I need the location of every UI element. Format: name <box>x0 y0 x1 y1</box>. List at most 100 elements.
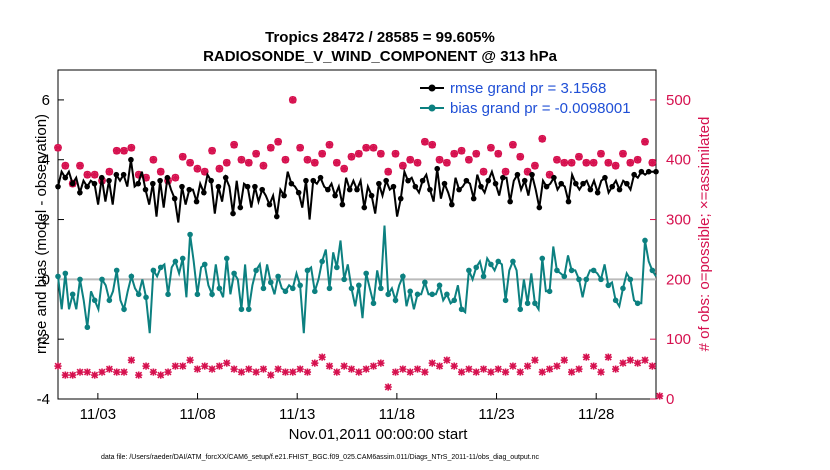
marker-stroke <box>516 368 524 376</box>
rmse-point <box>288 180 295 187</box>
obs-possible-star <box>259 162 268 170</box>
bias-point <box>444 291 450 298</box>
obs-possible-star <box>413 159 422 167</box>
bias-point <box>436 282 443 289</box>
obs-possible-star <box>604 159 612 167</box>
rmse-point <box>653 168 659 175</box>
obs-possible-star <box>347 153 356 161</box>
obs-assimilated-point <box>648 362 656 370</box>
marker-stroke <box>208 365 216 373</box>
marker-stroke <box>590 362 598 370</box>
rmse-point <box>397 195 404 202</box>
marker-stroke <box>450 150 458 158</box>
marker-stroke <box>370 362 377 370</box>
bias-point <box>99 276 105 283</box>
rmse-point <box>135 180 142 187</box>
obs-possible-star <box>311 159 319 167</box>
marker-stroke <box>597 150 605 158</box>
obs-assimilated-point <box>208 365 216 373</box>
bias-point <box>267 279 274 286</box>
obs-possible-star <box>509 141 517 149</box>
marker-stroke <box>105 365 113 373</box>
rmse-point <box>631 171 637 178</box>
legend-marker <box>428 84 436 92</box>
rmse-point <box>215 183 222 190</box>
bias-point <box>106 297 113 304</box>
marker-stroke <box>428 359 436 367</box>
bias-point <box>356 282 362 289</box>
rmse-point <box>616 186 623 193</box>
marker-stroke <box>421 368 429 376</box>
obs-possible-star <box>457 147 466 155</box>
rmse-point <box>128 156 134 163</box>
rmse-point <box>91 180 98 187</box>
marker-stroke <box>186 159 194 167</box>
rmse-point <box>332 192 338 199</box>
marker-stroke <box>568 159 576 167</box>
bias-point <box>480 273 487 280</box>
marker-stroke <box>384 383 392 391</box>
marker-stroke <box>604 159 612 167</box>
marker-stroke <box>201 168 209 176</box>
rmse-point <box>638 168 645 175</box>
obs-assimilated-point <box>333 368 341 376</box>
bias-point <box>187 231 193 238</box>
obs-possible-star <box>384 168 392 176</box>
obs-possible-star <box>91 171 99 179</box>
obs-assimilated-point <box>127 356 135 364</box>
marker-stroke <box>230 365 238 373</box>
obs-possible-star <box>406 156 414 164</box>
obs-assimilated-point <box>281 368 290 376</box>
marker-stroke <box>392 150 399 158</box>
marker-stroke <box>641 356 649 364</box>
rmse-point <box>645 168 652 175</box>
bias-point <box>150 267 157 274</box>
bias-point <box>260 285 267 292</box>
obs-assimilated-point <box>538 368 546 376</box>
rmse-point <box>273 213 280 220</box>
rmse-point <box>62 174 69 181</box>
obs-assimilated-point <box>245 365 253 373</box>
obs-possible-star <box>648 159 656 167</box>
marker-stroke <box>98 368 106 376</box>
obs-assimilated-point <box>120 368 128 376</box>
obs-assimilated-point <box>135 371 143 379</box>
rmse-point <box>281 192 287 199</box>
obs-possible-star <box>157 168 165 176</box>
marker-stroke <box>619 150 627 158</box>
obs-possible-star <box>626 159 634 167</box>
marker-stroke <box>267 144 275 152</box>
marker-stroke <box>553 362 561 370</box>
obs-possible-star <box>582 159 590 167</box>
obs-assimilated-point <box>311 359 319 367</box>
marker-stroke <box>149 368 157 376</box>
rmse-point <box>368 192 375 199</box>
obs-assimilated-point <box>61 371 69 379</box>
obs-assimilated-point <box>149 368 157 376</box>
marker-stroke <box>157 168 165 176</box>
rmse-point <box>514 171 521 178</box>
obs-assimilated-point <box>267 371 275 379</box>
bias-point <box>554 267 560 274</box>
marker-stroke <box>171 362 179 370</box>
bias-point <box>598 276 604 283</box>
y-tick-label-right: 500 <box>666 92 691 109</box>
x-tick-label: 11/08 <box>179 406 215 423</box>
rmse-point <box>507 198 513 205</box>
bias-point <box>157 264 164 271</box>
marker-stroke <box>516 153 524 161</box>
bias-point <box>172 258 179 265</box>
obs-assimilated-point <box>54 362 62 370</box>
obs-assimilated-point <box>523 362 532 370</box>
rmse-point <box>456 186 462 193</box>
rmse-point <box>587 186 594 193</box>
marker-stroke <box>626 356 634 364</box>
rmse-point <box>500 174 506 181</box>
marker-stroke <box>304 156 311 164</box>
bias-point <box>524 300 531 307</box>
marker-stroke <box>575 153 583 161</box>
rmse-point <box>244 183 251 190</box>
obs-possible-star <box>494 150 502 158</box>
marker-stroke <box>69 371 77 379</box>
obs-assimilated-point <box>604 353 612 361</box>
